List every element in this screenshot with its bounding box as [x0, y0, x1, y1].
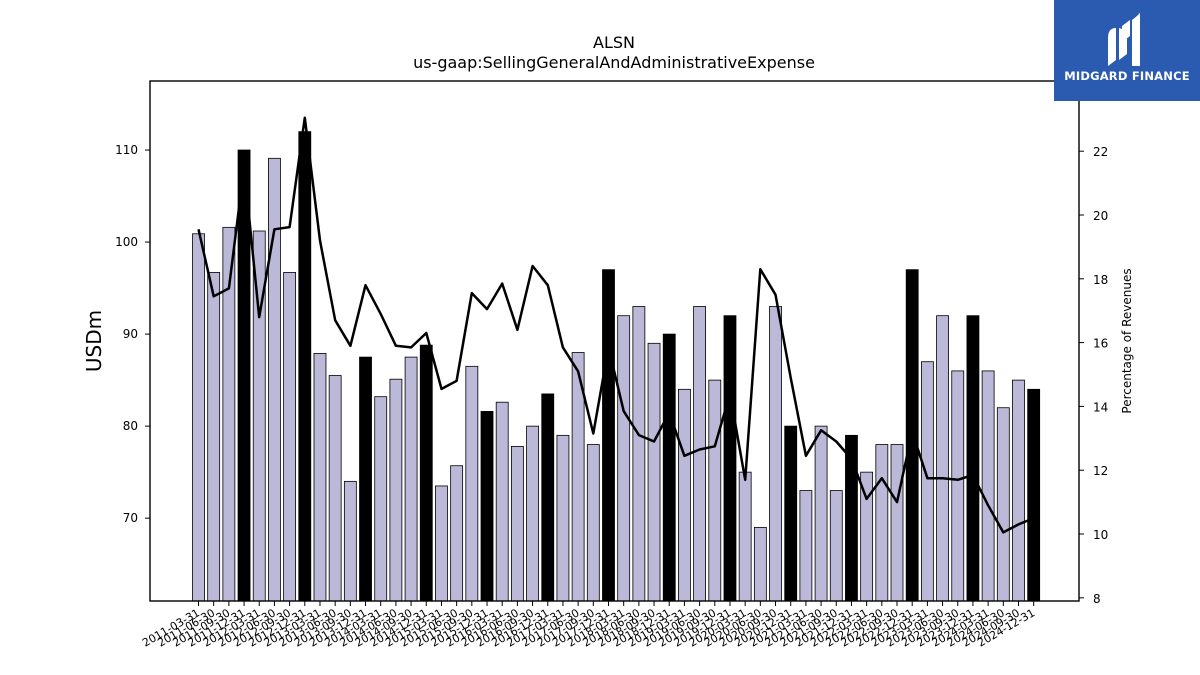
bar-2014-06-30	[389, 378, 403, 602]
bar-2014-09-30	[404, 356, 418, 602]
bar-2017-03-31	[556, 434, 570, 602]
bar-2022-09-30	[890, 444, 904, 602]
revenue-ratio-line	[197, 116, 1035, 534]
bar-2024-06-30	[996, 407, 1010, 602]
bar-2015-03-31	[435, 485, 448, 602]
bar-2011-03-31	[192, 233, 205, 602]
bar-2024-03-31	[981, 370, 995, 602]
y2-tick-label: 14	[1093, 400, 1108, 414]
chart-title: ALSN	[593, 33, 635, 52]
y-tick-label: 70	[123, 511, 138, 525]
plot-frame	[149, 80, 1080, 602]
bar-2018-09-30	[647, 342, 661, 602]
bar-2023-03-31	[920, 361, 934, 602]
bar-2019-03-31	[678, 388, 691, 602]
bar-2014-03-31	[374, 396, 388, 602]
midgard-m-logo-icon	[1108, 12, 1140, 66]
bar-2024-09-30	[1012, 379, 1025, 602]
bar-2020-09-30	[769, 306, 782, 602]
y-axis-label: USDm	[82, 310, 106, 372]
bar-2013-09-30	[343, 480, 357, 602]
bar-2023-06-30	[936, 315, 949, 602]
left-axis-ticks: 70 80 90 100 110	[115, 143, 150, 525]
y2-tick-label: 22	[1093, 145, 1108, 159]
bar-2019-12-31	[723, 315, 737, 602]
bar-2017-12-31	[602, 269, 615, 602]
y-tick-label: 110	[115, 143, 138, 157]
bar-2017-09-30	[586, 444, 600, 602]
bar-2014-12-31	[419, 344, 433, 602]
brand-logo-text: MIDGARD FINANCE	[1064, 69, 1190, 83]
bar-2020-12-31	[784, 425, 798, 602]
bar-2011-06-30	[207, 272, 221, 602]
bar-2016-12-31	[541, 393, 555, 602]
y2-axis-label: Percentage of Revenues	[1120, 268, 1134, 413]
bar-2023-12-31	[966, 315, 980, 602]
bar-2020-06-30	[753, 526, 767, 602]
bar-2015-06-30	[450, 465, 464, 602]
bar-2021-06-30	[814, 425, 828, 602]
bar-2018-12-31	[662, 333, 676, 602]
bar-2019-06-30	[693, 306, 707, 602]
bar-series	[192, 131, 1041, 602]
right-axis-ticks: 8 10 12 14 16 18 20 22	[1079, 145, 1108, 606]
bar-2024-12-31	[1027, 388, 1041, 602]
y2-tick-label: 10	[1093, 528, 1108, 542]
bar-2012-12-31	[298, 131, 312, 602]
bar-2023-09-30	[951, 370, 965, 602]
bar-2015-09-30	[465, 365, 479, 602]
bar-2018-03-31	[617, 315, 631, 602]
x-axis-ticks: 2011-03-312011-06-302011-09-302011-12-31…	[140, 601, 1037, 650]
y2-tick-label: 18	[1093, 273, 1108, 287]
y-tick-label: 100	[115, 235, 138, 249]
bar-2019-09-30	[708, 379, 722, 602]
bar-2016-06-30	[510, 445, 524, 602]
bar-2013-03-31	[313, 353, 327, 602]
bar-2021-03-31	[799, 490, 813, 602]
bar-2012-06-30	[268, 157, 281, 602]
bar-2022-06-30	[875, 444, 889, 602]
bar-2013-12-31	[359, 356, 372, 602]
y2-tick-label: 8	[1093, 592, 1101, 606]
bar-2013-06-30	[328, 375, 342, 602]
brand-logo: MIDGARD FINANCE	[1054, 0, 1200, 101]
bar-2020-03-31	[738, 471, 752, 602]
bar-2015-12-31	[480, 411, 494, 602]
y2-tick-label: 12	[1093, 464, 1108, 478]
bar-2021-09-30	[829, 490, 843, 602]
y2-tick-label: 20	[1093, 209, 1108, 223]
bar-2018-06-30	[632, 306, 646, 602]
y-tick-label: 80	[123, 419, 138, 433]
bar-2016-03-31	[495, 401, 509, 602]
y-tick-label: 90	[123, 327, 138, 341]
y2-tick-label: 16	[1093, 337, 1108, 351]
chart-subtitle: us-gaap:SellingGeneralAndAdministrativeE…	[413, 53, 815, 72]
bar-2012-09-30	[283, 272, 297, 602]
bar-2016-09-30	[526, 425, 539, 602]
